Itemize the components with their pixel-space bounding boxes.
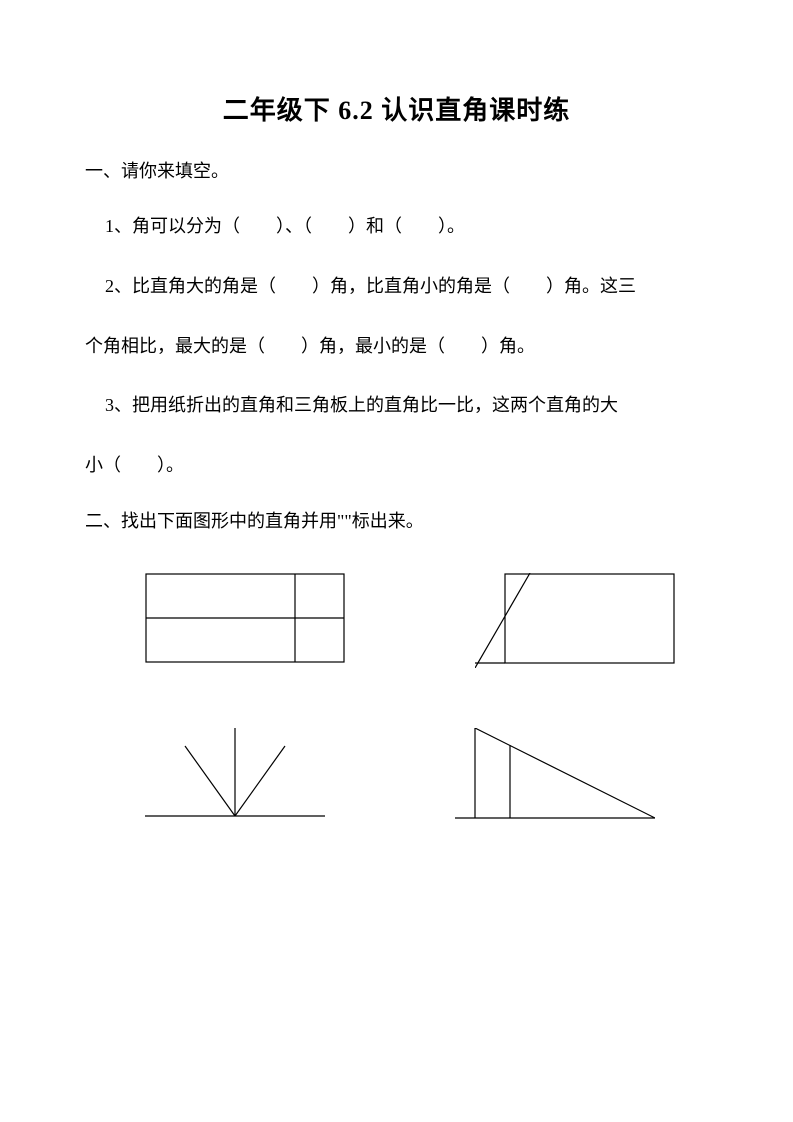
figure-4 [455,728,655,828]
figure-row-1 [145,573,708,673]
figure-2 [475,573,675,673]
question-1: 1、角可以分为（ ）、（ ）和（ ）。 [85,207,708,247]
figure-row-2 [145,728,708,828]
question-2-line2: 个角相比，最大的是（ ）角，最小的是（ ）角。 [85,327,708,367]
figure-3 [145,728,325,828]
figure-2-svg [475,573,675,668]
section1-header: 一、请你来填空。 [85,155,708,187]
section2-header: 二、找出下面图形中的直角并用""标出来。 [85,505,708,537]
question-3-line1: 3、把用纸折出的直角和三角板上的直角比一比，这两个直角的大 [85,386,708,426]
page-title: 二年级下 6.2 认识直角课时练 [85,90,708,127]
figures-container [85,573,708,828]
question-3-line2: 小（ ）。 [85,446,708,486]
question-2-line1: 2、比直角大的角是（ ）角，比直角小的角是（ ）角。这三 [85,267,708,307]
figure-1 [145,573,345,673]
figure-4-svg [455,728,655,823]
figure-1-svg [145,573,345,663]
figure-3-svg [145,728,325,818]
